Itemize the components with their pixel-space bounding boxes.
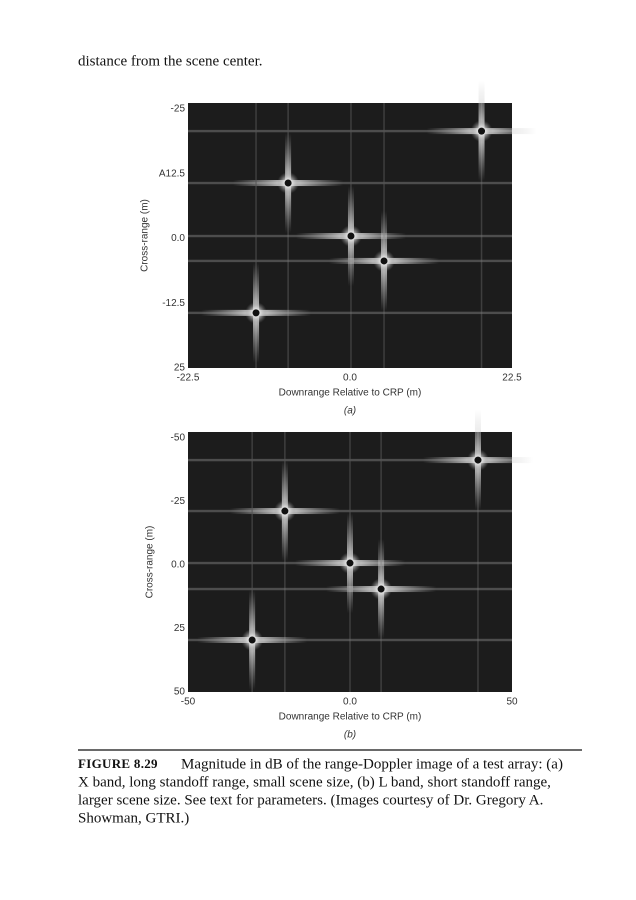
x-axis-label: Downrange Relative to CRP (m) bbox=[279, 712, 422, 723]
scatterer-core bbox=[474, 456, 482, 464]
y-tick-label: 25 bbox=[174, 363, 186, 374]
y-tick-label: -25 bbox=[171, 104, 186, 115]
caption-line: X band, long standoff range, small scene… bbox=[78, 774, 551, 790]
range-streak bbox=[188, 638, 512, 642]
y-axis-label: Cross-range (m) bbox=[145, 526, 156, 599]
y-tick-label: 0.0 bbox=[171, 233, 185, 244]
y-tick-label: -25 bbox=[171, 496, 186, 507]
x-tick-label: 0.0 bbox=[343, 373, 357, 384]
scatterer-core bbox=[377, 585, 385, 593]
scatterer-core bbox=[252, 309, 260, 317]
range-streak bbox=[188, 181, 512, 185]
y-tick-label: 25 bbox=[174, 623, 186, 634]
scatterer-core bbox=[284, 179, 292, 187]
panel-label: (b) bbox=[344, 730, 356, 741]
panel-label: (a) bbox=[344, 406, 356, 417]
scatterer-core bbox=[478, 127, 486, 135]
caption-line: Showman, GTRI.) bbox=[78, 810, 189, 826]
x-tick-label: -22.5 bbox=[177, 373, 200, 384]
scatterer-core bbox=[281, 507, 289, 515]
y-axis-label: Cross-range (m) bbox=[140, 199, 151, 272]
range-streak bbox=[188, 311, 512, 315]
caption-label: FIGURE 8.29 bbox=[78, 756, 158, 771]
x-tick-label: 22.5 bbox=[502, 373, 522, 384]
scatterer-core bbox=[346, 559, 354, 567]
scatterer-core bbox=[380, 257, 388, 265]
y-tick-label: 0.0 bbox=[171, 560, 185, 571]
scatterer-core bbox=[347, 232, 355, 240]
y-tick-label: -12.5 bbox=[162, 298, 185, 309]
caption-line: Magnitude in dB of the range-Doppler ima… bbox=[181, 756, 563, 772]
x-tick-label: -50 bbox=[181, 697, 196, 708]
range-streak bbox=[188, 129, 512, 133]
x-axis-label: Downrange Relative to CRP (m) bbox=[279, 388, 422, 399]
y-tick-label: A12.5 bbox=[159, 168, 186, 179]
y-tick-label: -50 bbox=[171, 433, 186, 444]
x-tick-label: 50 bbox=[506, 697, 518, 708]
body-text: distance from the scene center. bbox=[78, 53, 263, 69]
scatterer-core bbox=[248, 636, 256, 644]
caption-line: larger scene size. See text for paramete… bbox=[78, 792, 543, 808]
y-tick-label: 50 bbox=[174, 687, 186, 698]
x-tick-label: 0.0 bbox=[343, 697, 357, 708]
